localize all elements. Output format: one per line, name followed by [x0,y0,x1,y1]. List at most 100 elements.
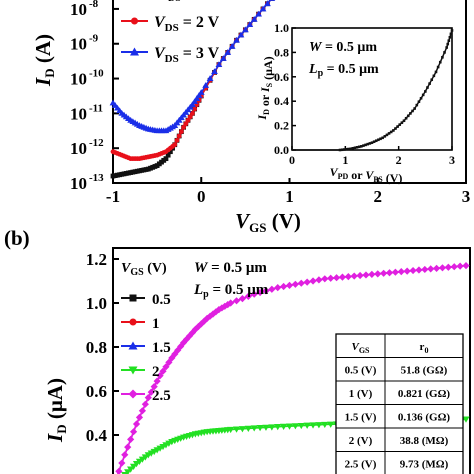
panel-b-point [274,424,282,431]
panel-a-ytick-label: 10 [70,0,87,19]
panel-b-point [180,339,188,347]
inset-point [445,46,448,49]
panel-b-point [432,264,441,272]
panel-a-ytick-label: 10 [70,70,87,89]
panel-a-point [233,36,240,43]
panel-a-xtick-label: -1 [106,187,120,206]
panel-b-series-0 [115,262,470,474]
panel-a-ytick-label: 10 [70,174,87,193]
inset-point [434,70,438,74]
panel-a-point [219,55,227,61]
panel-b-point [150,383,158,391]
inset-length-label: Lp = 0.5 μm [308,62,379,79]
inset-xtick-label: 3 [449,153,455,167]
panel-b-legend-marker [128,389,138,399]
panel-b-point [391,268,399,276]
panel-a-point [185,117,191,123]
panel-b-point [268,424,276,431]
panel-b-legend-marker [128,341,138,350]
panel-b-legend-marker [128,366,138,375]
panel-b-point [121,451,129,459]
panel-b-point [327,274,335,282]
panel-b-point [135,413,144,421]
panel-b-point [285,423,294,430]
panel-b-frame [112,247,471,474]
panel-b-point [303,422,311,429]
inset-point [406,114,410,118]
inset-point [432,74,436,78]
panel-b-point [421,265,429,274]
panel-a-ylabel: ID (A) [31,34,57,87]
panel-b-point [374,270,382,278]
panel-a-point [191,98,199,105]
inset-point [364,143,367,147]
panel-b-point [147,388,155,396]
panel-a-point [241,26,249,33]
panel-a-point [259,5,267,12]
panel-b-point [250,290,258,298]
inset-point [347,147,350,151]
inset-point [387,132,391,135]
inset-point [370,141,374,144]
inset-point [413,107,416,110]
panel-b-point [194,323,202,331]
panel-b-point [227,426,235,434]
inset-ytick-label: 0.0 [274,143,289,157]
panel-a-legend-label: VDS = 2 V [154,14,220,34]
panel-a-xtick-label: 0 [197,187,206,206]
panel-b-point [238,295,247,303]
panel-b-point [438,264,447,272]
panel-a-point [237,31,245,38]
inset-point [426,86,429,89]
inset-width-label: W = 0.5 μm [309,40,377,55]
panel-b-point [200,317,208,325]
panel-b-ytick-label: 0.4 [86,426,108,445]
inset-point [351,146,355,150]
panel-b-point [403,267,411,275]
inset-point [381,136,384,140]
panel-a-point [189,101,196,108]
panel-a-point [163,156,169,162]
panel-b-point [338,273,347,281]
panel-b-point [321,421,329,429]
inset-point [342,148,346,151]
panel-a-ytick-exponent: -11 [89,102,103,114]
panel-b-point [144,394,152,402]
table-cell-vgs: 1.5 (V) [345,412,377,424]
panel-b-point [285,281,294,289]
panel-a-point [224,49,232,55]
panel-b-point [362,271,370,279]
panel-a-point [206,75,214,81]
panel-b-point [232,426,241,433]
inset-series [292,29,454,152]
panel-b-ytick-label: 0.8 [86,338,107,357]
panel-b-point [303,278,311,286]
inset-ytick-label: 0.8 [274,45,289,59]
inset-frame [291,27,453,151]
panel-b-point [444,263,452,271]
panel-b-point [115,467,123,474]
table-header-r0: r0 [420,341,429,355]
panel-a-ytick-exponent: -13 [89,172,104,184]
panel-a-point [181,124,187,130]
panel-a-point [167,149,173,155]
panel-b-point [327,421,335,428]
inset-point [360,145,363,148]
panel-b-point [309,277,317,285]
panel-b-point [356,271,364,280]
panel-a-ytick-exponent: -8 [89,0,99,10]
panel-b-point [462,262,470,270]
inset-point [368,142,372,145]
panel-b-point [191,325,199,333]
panel-b-point [409,266,417,275]
inset-point [417,100,421,103]
panel-a-ytick-label: 10 [70,35,87,54]
panel-a-legend-marker [130,47,139,56]
inset-point [447,39,451,42]
panel-b-point [127,435,135,443]
panel-b-point [297,279,305,287]
inset-point [419,96,423,100]
panel-b-point [118,459,126,467]
panel-a-ytick-label: 10 [70,139,87,158]
panel-a-point [264,0,271,7]
